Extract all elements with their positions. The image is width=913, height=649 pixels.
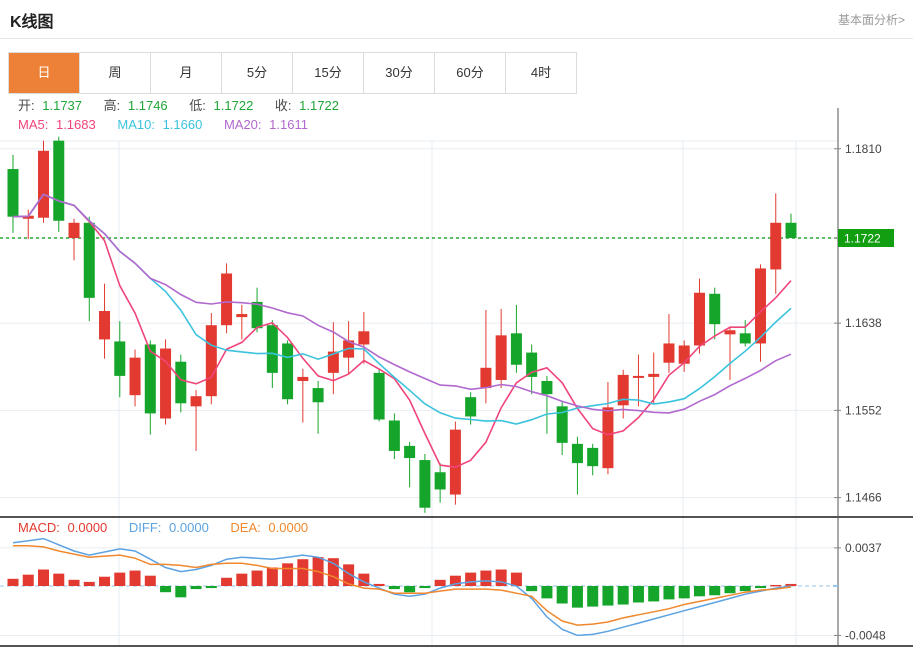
period-tabbar: 日周月 5分 15分 30分 60分 4时	[8, 52, 577, 94]
tab-period-1[interactable]: 周	[80, 53, 151, 93]
ma10-label: MA10:	[117, 117, 155, 132]
kline-chart: 1.1810 1.1722 1.1638 1.1552 1.1466 0.0037 -0.0…	[0, 92, 913, 649]
open-value: 1.1737	[42, 98, 83, 113]
price-axis-label: 1.1810	[845, 142, 882, 156]
chart-canvas: 1.1810 1.1722 1.1638 1.1552 1.1466 0.0037 -0.0…	[0, 108, 913, 647]
svg-text:1.1722: 1.1722	[844, 232, 881, 246]
low-value: 1.1722	[213, 98, 254, 113]
diff-label: DIFF:	[128, 520, 162, 535]
macd-readout: MACD: 0.0000 DIFF: 0.0000 DEA: 0.0000	[18, 520, 312, 535]
price-axis-label: 1.1552	[845, 403, 882, 417]
macd-axis-label: 0.0037	[845, 541, 882, 555]
tab-period-0[interactable]: 日	[9, 53, 80, 93]
dea-line	[13, 545, 792, 626]
ma20-label: MA20:	[223, 117, 262, 132]
open-label: 开:	[18, 98, 35, 113]
close-label: 收:	[274, 98, 292, 113]
dea-value: 0.0000	[268, 520, 309, 535]
price-axis-label: 1.1638	[845, 316, 882, 330]
tab-period-3[interactable]: 5分	[222, 53, 293, 93]
tab-period-5[interactable]: 30分	[364, 53, 435, 93]
tab-period-7[interactable]: 4时	[530, 65, 552, 80]
ma20-line	[12, 193, 792, 414]
macd-axis-label: -0.0048	[845, 628, 886, 642]
title-divider	[0, 38, 913, 39]
low-label: 低:	[189, 98, 206, 113]
ma10-value: 1.1660	[162, 117, 203, 132]
high-value: 1.1746	[127, 98, 168, 113]
current-price-badge: 1.1722	[838, 229, 894, 247]
tab-period-4[interactable]: 15分	[293, 53, 364, 93]
ohlc-readout: 开: 1.1737 高: 1.1746 低: 1.1722 收: 1.1722	[18, 95, 343, 114]
macd-label: MACD:	[18, 520, 60, 535]
dea-label: DEA:	[230, 520, 261, 535]
close-value: 1.1722	[299, 98, 339, 113]
ma-readout: MA5: 1.1683 MA10: 1.1660 MA20: 1.1611	[18, 117, 312, 132]
macd-histogram	[7, 557, 797, 608]
page-title: K线图	[10, 14, 54, 31]
high-label: 高:	[103, 98, 121, 113]
ma20-value: 1.1611	[269, 117, 308, 132]
candles	[7, 136, 797, 513]
price-axis-label: 1.1466	[845, 491, 882, 505]
ma5-label: MA5:	[18, 117, 49, 132]
diff-value: 0.0000	[169, 520, 209, 535]
ma5-value: 1.1683	[55, 117, 96, 132]
diff-line	[12, 537, 792, 637]
fundamental-analysis-link[interactable]: 基本面分析>	[837, 13, 905, 27]
macd-value: 0.0000	[67, 520, 108, 535]
tab-period-2[interactable]: 月	[151, 53, 222, 93]
ma5-line	[12, 193, 792, 469]
tab-period-6[interactable]: 60分	[435, 53, 506, 93]
